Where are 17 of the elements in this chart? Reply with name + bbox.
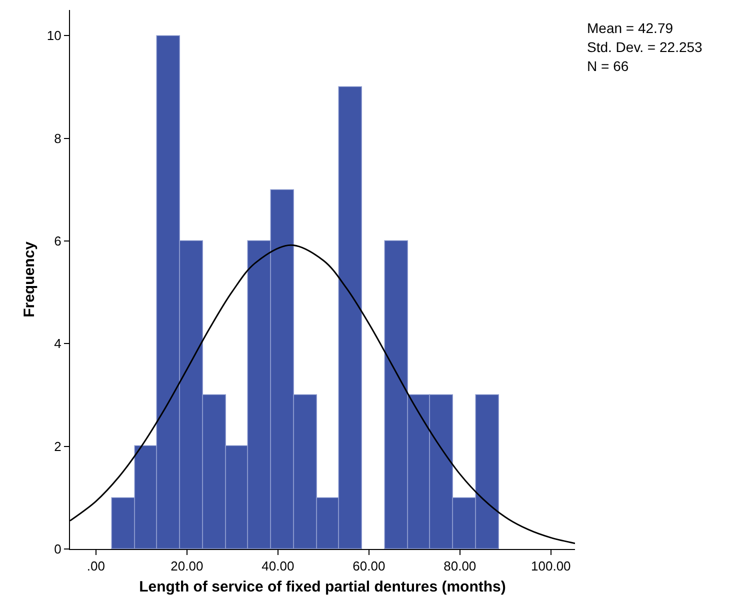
- x-tick-label: 20.00: [170, 558, 204, 574]
- y-tick-label: 10: [46, 28, 62, 44]
- y-tick-label: 0: [54, 542, 62, 557]
- y-tick-label: 6: [54, 234, 62, 249]
- y-tick-label: 4: [54, 336, 62, 352]
- text: Std. Dev. = 22.253: [587, 39, 703, 55]
- x-tick-label: 80.00: [444, 558, 476, 574]
- x-tick-label: .00: [86, 558, 105, 574]
- text: Mean = 42.79: [587, 20, 674, 36]
- x-tick-label: 100.00: [531, 558, 571, 574]
- y-tick-label: 2: [54, 438, 62, 454]
- x-tick-label: 40.00: [262, 558, 294, 574]
- x-axis-title: Length of service of fixed partial dentures (months): [139, 578, 506, 596]
- y-axis-title: Frequency: [21, 240, 38, 318]
- text: N = 66: [587, 58, 629, 74]
- x-tick-label: 60.00: [352, 558, 386, 574]
- y-tick-label: 8: [54, 130, 62, 146]
